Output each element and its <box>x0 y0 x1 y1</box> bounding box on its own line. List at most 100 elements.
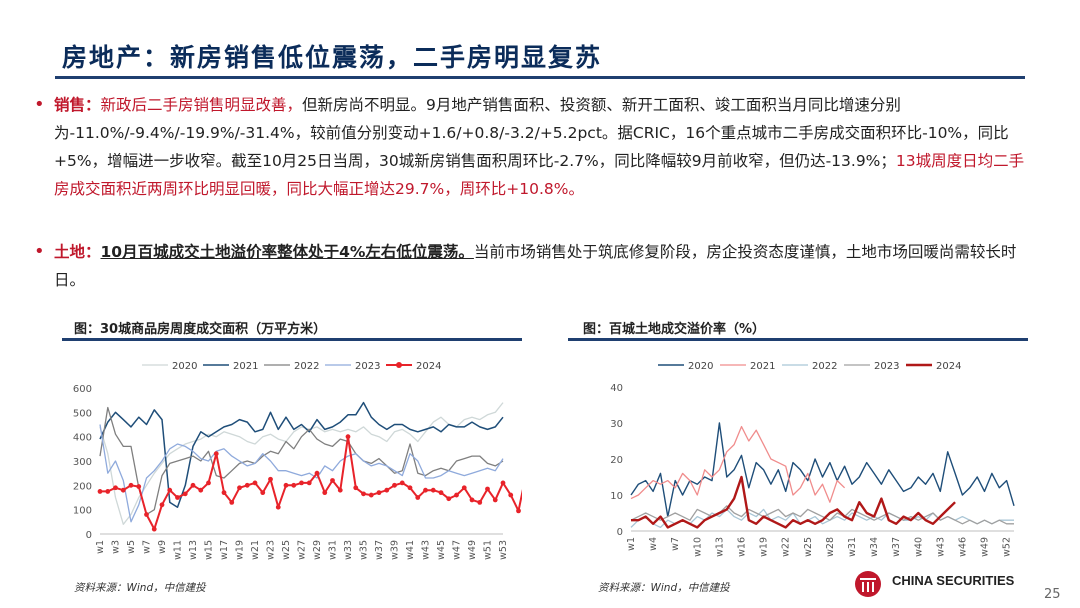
legend-item: 2023 <box>325 361 380 372</box>
sales-highlight-2: 13城周度日均二手房成交面积近两周环比明显回暖，同比大幅正增达29.7%，周环比… <box>54 152 1025 198</box>
data-point <box>392 482 397 488</box>
series-line <box>630 425 846 503</box>
data-point <box>516 508 521 514</box>
data-point <box>322 490 328 496</box>
x-tick-label: w43 <box>421 540 432 560</box>
data-point <box>182 491 188 497</box>
y-tick-label: 600 <box>73 384 92 395</box>
legend-marker <box>396 362 402 368</box>
data-point <box>105 489 111 494</box>
bullet-marker: • <box>34 94 45 115</box>
series-2020 <box>99 402 504 525</box>
data-point <box>260 490 266 496</box>
data-point <box>159 502 165 508</box>
data-point <box>508 492 514 498</box>
land-label: 土地： <box>54 243 101 261</box>
land-paragraph: • 土地：10月百城成交土地溢价率整体处于4%左右低位震荡。当前市场销售处于筑底… <box>34 238 1034 294</box>
x-tick-label: w46 <box>957 537 968 557</box>
legend-label: 2022 <box>812 361 837 372</box>
x-tick-label: w17 <box>219 540 230 560</box>
x-tick-label: w52 <box>1002 537 1013 557</box>
right-chart-title: 图：百城土地成交溢价率（%） <box>583 322 766 337</box>
data-point <box>306 480 312 486</box>
left-source-note: 资料来源：Wind，中信建投 <box>74 582 206 594</box>
data-point <box>167 487 173 493</box>
series-2022 <box>630 508 1014 529</box>
legend-item: 2020 <box>658 361 713 372</box>
x-tick-label: w45 <box>436 540 447 560</box>
legend-item: 2022 <box>782 361 837 372</box>
bullet-marker: • <box>34 241 45 262</box>
data-point <box>136 484 142 489</box>
x-tick-label: w13 <box>188 540 199 560</box>
y-tick-label: 20 <box>610 455 623 466</box>
series-2020 <box>630 422 1015 518</box>
logo-text: CHINA SECURITIES <box>892 573 1015 588</box>
x-tick-label: w16 <box>736 537 747 557</box>
legend-item: 2021 <box>720 361 775 372</box>
data-point <box>97 489 103 494</box>
x-tick-label: w51 <box>483 540 494 560</box>
data-point <box>314 470 320 476</box>
data-point <box>291 482 297 488</box>
series-line <box>631 475 956 529</box>
legend-item: 2023 <box>844 361 899 372</box>
data-point <box>330 478 335 483</box>
legend-label: 2020 <box>688 361 713 372</box>
data-point <box>213 451 219 457</box>
data-point <box>244 482 250 488</box>
data-point <box>407 485 413 491</box>
x-tick-label: w1 <box>95 540 106 554</box>
x-tick-label: w4 <box>648 537 659 551</box>
data-point <box>198 487 204 493</box>
data-point <box>229 499 235 505</box>
x-tick-label: w7 <box>670 537 681 551</box>
data-point <box>438 490 444 496</box>
data-point <box>477 499 483 505</box>
series-2021 <box>630 425 846 503</box>
x-tick-label: w27 <box>297 540 308 560</box>
legend-item: 2022 <box>264 361 319 372</box>
data-point <box>299 480 304 486</box>
x-tick-label: w41 <box>405 540 416 560</box>
data-point <box>423 487 428 493</box>
data-point <box>345 434 351 440</box>
series-2024 <box>631 475 956 529</box>
series-line <box>100 435 522 531</box>
data-point <box>415 495 421 500</box>
x-tick-label: w10 <box>692 537 703 557</box>
x-tick-label: w19 <box>235 540 246 560</box>
x-tick-label: w28 <box>825 537 836 557</box>
data-point <box>492 497 498 503</box>
data-point <box>446 496 452 502</box>
series-line <box>630 422 1015 518</box>
legend-item: 2024 <box>386 361 441 372</box>
legend-label: 2024 <box>416 361 441 372</box>
data-point <box>144 512 149 517</box>
series-line <box>99 402 504 525</box>
data-point <box>469 497 475 503</box>
data-point <box>454 492 459 498</box>
x-tick-label: w21 <box>250 540 261 560</box>
y-tick-label: 100 <box>73 506 92 517</box>
x-tick-label: w37 <box>374 540 385 560</box>
land-body: 当前市场销售处于筑底修复阶段，房企投资态度谨慎，土地市场回暖尚需较长时日。 <box>54 243 1017 289</box>
title-divider <box>55 76 1025 79</box>
data-point <box>237 485 242 491</box>
data-point <box>353 485 359 491</box>
logo-mark-icon <box>855 571 881 597</box>
x-tick-label: w31 <box>847 537 858 557</box>
legend-item: 2024 <box>906 361 961 372</box>
data-point <box>113 485 118 491</box>
series-line <box>99 424 504 523</box>
series-line <box>630 508 1014 529</box>
x-tick-label: w15 <box>204 540 215 560</box>
legend-label: 2021 <box>750 361 775 372</box>
legend-label: 2023 <box>874 361 899 372</box>
land-highlight: 10月百城成交土地溢价率整体处于4%左右低位震荡。 <box>100 243 474 261</box>
legend-item: 2020 <box>142 361 197 372</box>
y-tick-label: 0 <box>617 527 623 538</box>
x-tick-label: w25 <box>281 540 292 560</box>
x-tick-label: w33 <box>343 540 354 560</box>
x-tick-label: w13 <box>714 537 725 557</box>
